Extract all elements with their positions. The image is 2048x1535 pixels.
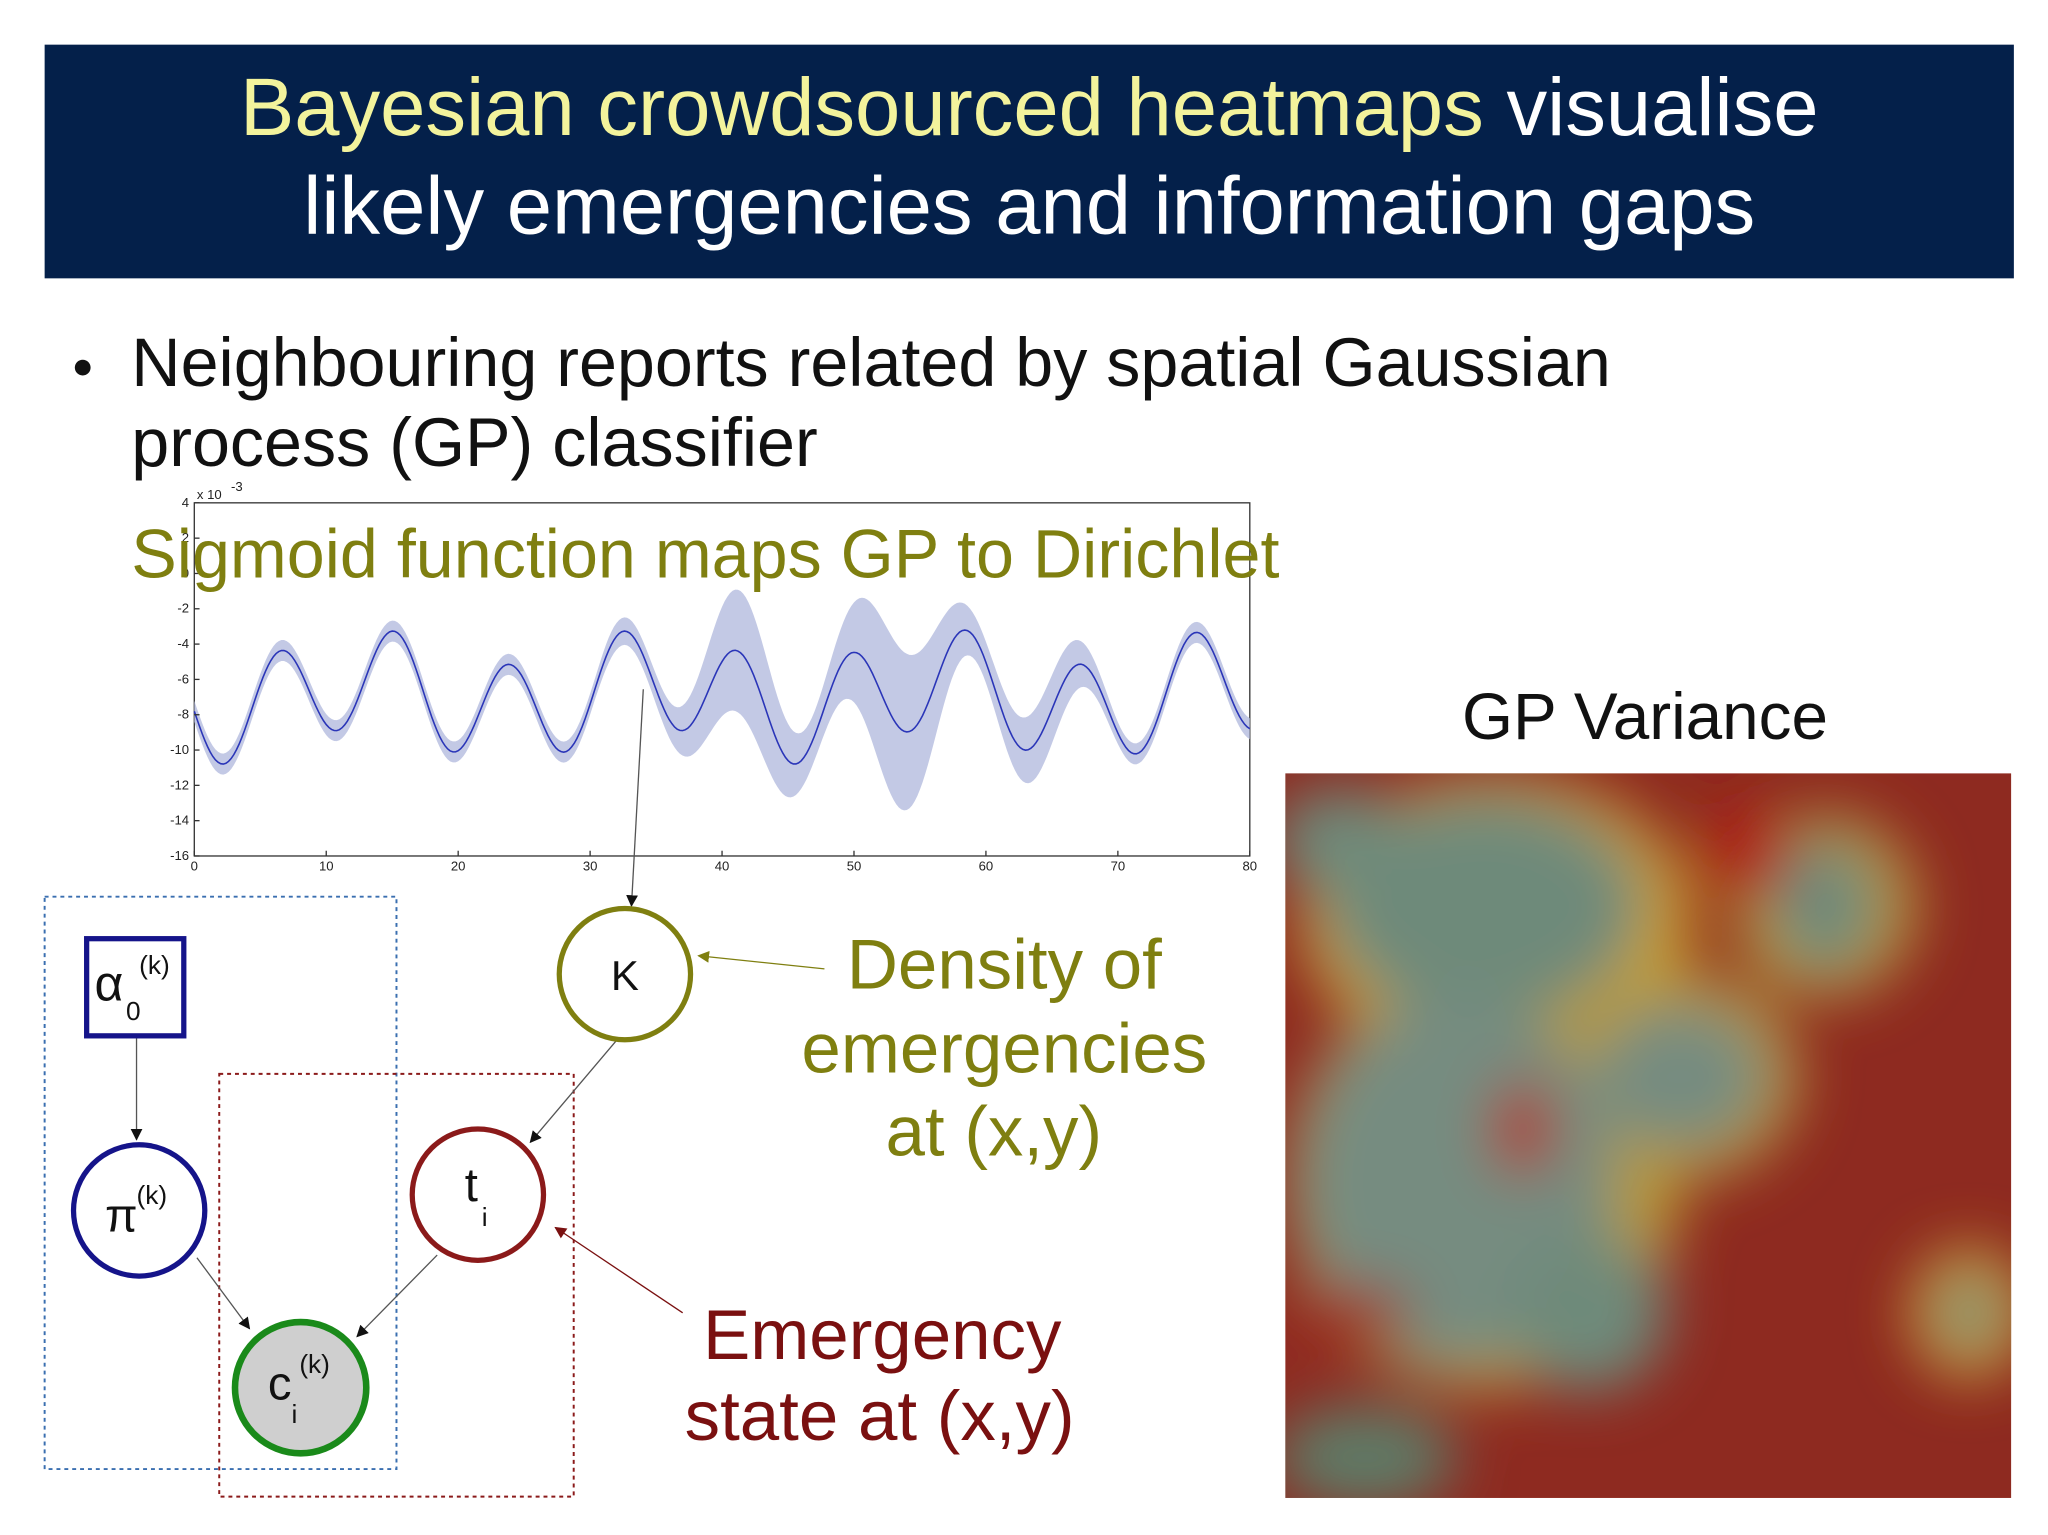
emergency-line-2: state at (x,y) (685, 1377, 1075, 1456)
arrow-plot-to-k (626, 689, 644, 908)
plate-reports (218, 1072, 575, 1498)
arrow-t-to-c (356, 1254, 438, 1338)
gp-variance-band (194, 589, 1250, 811)
gp-plot: x 10 -3 420-2-4-6-8-10-12-14-160 10 20 30 40… (170, 479, 1257, 873)
y-tick-label: -10 (170, 742, 189, 757)
heatmap-title: GP Variance (1462, 680, 1828, 753)
node-t (409, 1126, 547, 1263)
plot-caption: Sigmoid function maps GP to Dirichlet (131, 517, 1279, 593)
y-tick-label: 2 (182, 530, 189, 545)
y-tick-label: -14 (170, 813, 189, 828)
node-t-symbol: t (465, 1159, 478, 1212)
emergency-line-1: Emergency (703, 1296, 1062, 1375)
x-tick-label: 40 (715, 858, 730, 873)
plot-exponent-base: x 10 (197, 487, 222, 502)
y-tick-label: -16 (170, 848, 189, 863)
node-c (231, 1318, 370, 1457)
x-tick-label: 30 (583, 858, 598, 873)
title-line-2: likely emergencies and information gaps (303, 161, 1755, 252)
title-banner (44, 44, 2014, 279)
bullet-line-2: process (GP) classifier (131, 405, 817, 481)
node-kappa-symbol: K (611, 952, 639, 999)
plate-workers (43, 895, 398, 1471)
node-kappa (556, 905, 694, 1043)
arrow-density (697, 950, 825, 970)
x-tick-label: 50 (847, 858, 862, 873)
density-line-3: at (x,y) (886, 1092, 1103, 1171)
title-highlight: Bayesian crowdsourced heatmaps (240, 62, 1484, 153)
node-t-sub: i (482, 1202, 488, 1232)
node-pi-sup: (k) (137, 1180, 168, 1210)
title-rest: visualise (1506, 62, 1818, 153)
arrow-k-to-t (529, 1039, 618, 1144)
x-tick-label: 20 (451, 858, 466, 873)
arrow-pi-to-c (196, 1257, 251, 1330)
bullet-dot (74, 359, 91, 376)
x-tick-label: 10 (319, 858, 334, 873)
y-tick-label: -4 (177, 636, 189, 651)
node-alpha (84, 936, 187, 1039)
y-tick-label: -8 (177, 707, 189, 722)
node-c-sup: (k) (299, 1349, 330, 1379)
x-tick-label: 60 (979, 858, 994, 873)
y-tick-label: -2 (177, 601, 189, 616)
node-alpha-sub: 0 (126, 996, 141, 1026)
y-tick-label: -12 (170, 777, 189, 792)
node-alpha-symbol: α (95, 955, 124, 1011)
y-tick-label: 4 (182, 495, 189, 510)
title-line-1: Bayesian crowdsourced heatmaps visualise (240, 62, 1819, 153)
heatmap-image (1285, 773, 2012, 1498)
x-tick-label: 80 (1243, 858, 1258, 873)
y-tick-label: 0 (182, 565, 189, 580)
x-tick-label: 70 (1111, 858, 1126, 873)
node-pi (70, 1142, 208, 1279)
node-alpha-sup: (k) (139, 950, 170, 980)
node-c-symbol: c (268, 1357, 292, 1410)
gp-mean-line (193, 629, 1251, 765)
bullet-line-1: Neighbouring reports related by spatial … (131, 325, 1611, 401)
plot-exponent: -3 (231, 479, 243, 494)
density-line-2: emergencies (801, 1010, 1207, 1089)
density-line-1: Density of (847, 926, 1162, 1005)
node-pi-symbol: π (105, 1189, 138, 1242)
arrow-emergency (554, 1226, 684, 1314)
node-c-sub: i (291, 1399, 297, 1429)
x-tick-label: 0 (191, 858, 198, 873)
y-tick-label: -6 (177, 671, 189, 686)
